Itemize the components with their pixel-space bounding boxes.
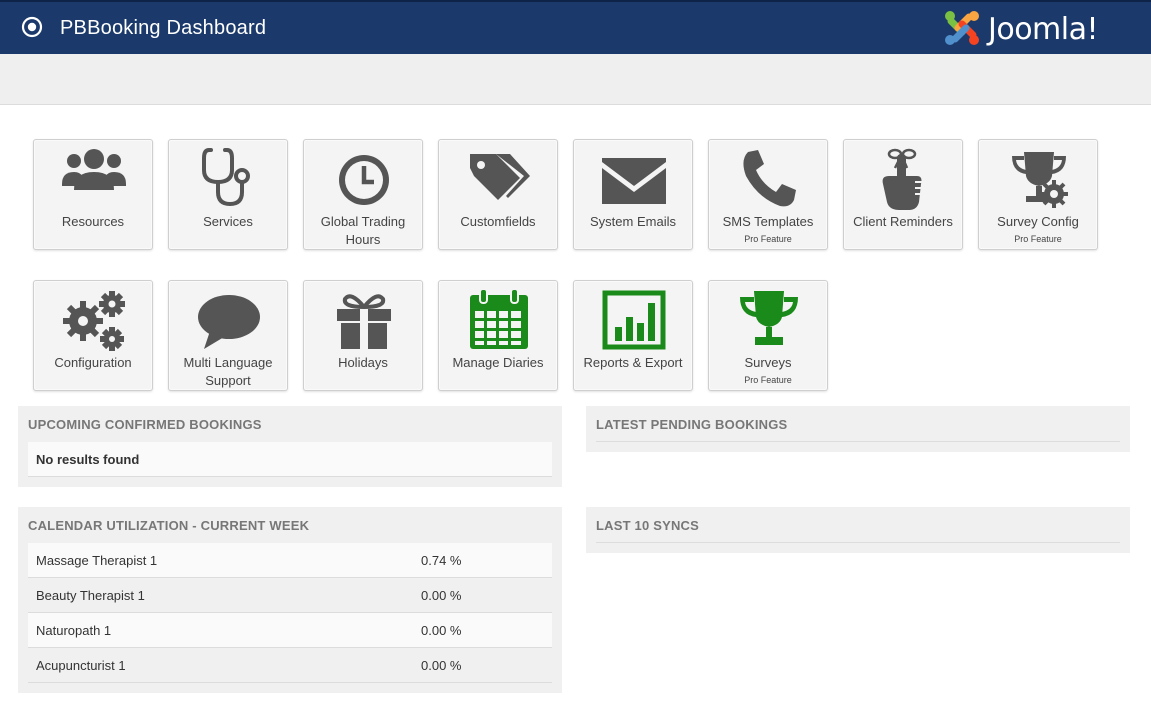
speech-bubble-icon xyxy=(198,295,260,349)
upcoming-bookings-panel: UPCOMING CONFIRMED BOOKINGS No results f… xyxy=(18,406,562,487)
tile-survey-config[interactable]: Survey Config Pro Feature xyxy=(978,139,1098,250)
tile-customfields[interactable]: Customfields xyxy=(438,139,558,250)
tile-label: SMS Templates xyxy=(722,214,814,229)
calendar-utilization-panel: CALENDAR UTILIZATION - CURRENT WEEK Mass… xyxy=(18,507,562,693)
utilization-value: 0.00 % xyxy=(421,588,462,603)
table-row: Naturopath 1 0.00 % xyxy=(28,613,552,648)
tile-reports-export[interactable]: Reports & Export xyxy=(573,280,693,391)
table-row: Massage Therapist 1 0.74 % xyxy=(28,543,552,578)
panel-title: UPCOMING CONFIRMED BOOKINGS xyxy=(28,417,262,432)
tile-label: Manage Diaries xyxy=(452,355,544,370)
calendar-icon xyxy=(470,288,528,349)
envelope-icon xyxy=(602,158,666,204)
toolbar xyxy=(0,54,1151,105)
tile-sms-templates[interactable]: SMS Templates Pro Feature xyxy=(708,139,828,250)
tile-client-reminders[interactable]: Client Reminders xyxy=(843,139,963,250)
tile-label: Services xyxy=(203,214,253,229)
utilization-value: 0.00 % xyxy=(421,658,462,673)
no-results-row: No results found xyxy=(28,442,552,477)
tile-resources[interactable]: Resources xyxy=(33,139,153,250)
tile-configuration[interactable]: Configuration xyxy=(33,280,153,391)
tile-label: Customfields xyxy=(460,214,536,229)
trophy-icon xyxy=(740,291,798,345)
tile-label: Resources xyxy=(61,214,125,229)
joomla-icon xyxy=(945,11,979,45)
tile-label: Multi Language Support xyxy=(183,355,273,388)
tile-label: System Emails xyxy=(590,214,676,229)
resource-name: Acupuncturist 1 xyxy=(36,658,126,673)
pending-bookings-panel: LATEST PENDING BOOKINGS xyxy=(586,406,1130,452)
top-bar: PBBooking Dashboard Joomla! xyxy=(0,0,1151,54)
stethoscope-icon xyxy=(202,148,250,207)
utilization-value: 0.00 % xyxy=(421,623,462,638)
bar-chart-icon xyxy=(602,290,666,350)
finger-ribbon-icon xyxy=(882,148,923,210)
resource-name: Massage Therapist 1 xyxy=(36,553,158,568)
gift-icon xyxy=(337,294,391,349)
tile-label: Holidays xyxy=(338,355,388,370)
tile-label: Client Reminders xyxy=(853,214,953,229)
tags-icon xyxy=(470,154,530,200)
tile-system-emails[interactable]: System Emails xyxy=(573,139,693,250)
trophy-gear-icon xyxy=(1012,152,1068,208)
tile-services[interactable]: Services xyxy=(168,139,288,250)
table-row: Acupuncturist 1 0.00 % xyxy=(28,648,552,683)
tile-label: Global Trading Hours xyxy=(320,214,406,247)
table-row: Beauty Therapist 1 0.00 % xyxy=(28,578,552,613)
phone-icon xyxy=(743,150,796,207)
users-icon xyxy=(62,149,126,190)
pro-feature-badge: Pro Feature xyxy=(1014,234,1062,244)
pro-feature-badge: Pro Feature xyxy=(744,375,792,385)
tile-manage-diaries[interactable]: Manage Diaries xyxy=(438,280,558,391)
joomla-logo[interactable]: Joomla! xyxy=(942,8,1132,50)
clock-icon xyxy=(339,155,389,205)
last-syncs-panel: LAST 10 SYNCS xyxy=(586,507,1130,553)
tile-label: Survey Config xyxy=(997,214,1079,229)
gears-icon xyxy=(63,291,125,351)
page-title: PBBooking Dashboard xyxy=(60,17,267,39)
tile-holidays[interactable]: Holidays xyxy=(303,280,423,391)
divider xyxy=(596,441,1120,442)
panel-title: LAST 10 SYNCS xyxy=(596,518,700,533)
utilization-value: 0.74 % xyxy=(421,553,462,568)
no-results-text: No results found xyxy=(36,452,140,467)
resource-name: Naturopath 1 xyxy=(36,623,112,638)
radio-target-icon xyxy=(21,16,43,38)
pro-feature-badge: Pro Feature xyxy=(744,234,792,244)
panel-title: CALENDAR UTILIZATION - CURRENT WEEK xyxy=(28,518,310,533)
divider xyxy=(596,542,1120,543)
tile-global-trading-hours[interactable]: Global Trading Hours xyxy=(303,139,423,250)
resource-name: Beauty Therapist 1 xyxy=(36,588,145,603)
brand-text: Joomla! xyxy=(988,12,1099,47)
tile-multi-language-support[interactable]: Multi Language Support xyxy=(168,280,288,391)
tile-surveys[interactable]: Surveys Pro Feature xyxy=(708,280,828,391)
panel-title: LATEST PENDING BOOKINGS xyxy=(596,417,788,432)
tile-label: Surveys xyxy=(744,355,792,370)
tile-label: Configuration xyxy=(54,355,132,370)
tile-label: Reports & Export xyxy=(583,355,683,370)
